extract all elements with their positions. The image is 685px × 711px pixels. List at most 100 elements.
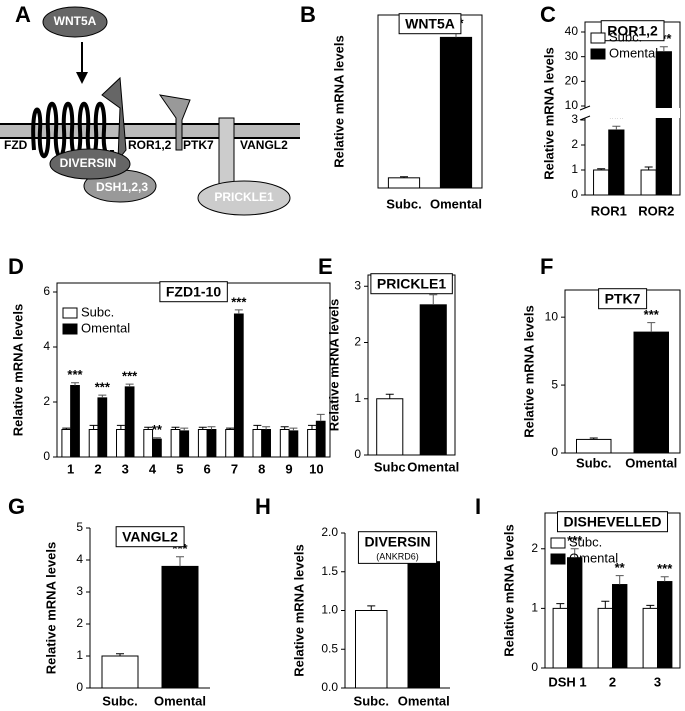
error-bar <box>589 437 598 440</box>
bar <box>593 169 610 196</box>
axis-break <box>579 108 680 118</box>
x-tick-label: Omental <box>398 693 450 708</box>
legend-label: Subc. <box>609 29 642 44</box>
x-tick-label: 7 <box>231 461 238 476</box>
error-bar <box>316 413 325 422</box>
x-tick-label: 6 <box>204 461 211 476</box>
error-bar <box>385 393 394 399</box>
bar <box>576 438 612 454</box>
y-axis-label: Relative mRNA levels <box>521 305 536 437</box>
error-bar <box>367 605 376 611</box>
error-bar <box>601 600 610 609</box>
bar <box>97 397 108 458</box>
panel-letter: D <box>8 254 24 279</box>
vangl2-protein <box>218 117 235 191</box>
diagram-label: PTK7 <box>183 138 214 152</box>
bar <box>657 581 673 669</box>
y-tick-label: 4 <box>43 339 50 353</box>
bar <box>197 429 208 458</box>
legend-label: Subc. <box>81 304 114 319</box>
y-tick-label: 10 <box>565 98 579 112</box>
wnt5a-node <box>42 6 108 38</box>
y-tick-label: 1.0 <box>321 603 338 617</box>
diagram-label: FZD <box>4 138 28 152</box>
bar <box>170 429 181 458</box>
x-tick-label: 8 <box>258 461 265 476</box>
panel-letter: G <box>8 494 25 519</box>
x-tick-label: Subc <box>374 459 406 474</box>
significance: *** <box>231 294 247 309</box>
y-tick-label: 2.0 <box>321 525 338 539</box>
panel-letter: F <box>540 254 553 279</box>
y-tick-label: 10 <box>545 309 559 323</box>
y-tick-label: 3 <box>571 112 578 126</box>
x-tick-label: 9 <box>285 461 292 476</box>
bar <box>597 607 613 669</box>
y-tick-label: 2 <box>43 394 50 408</box>
error-bar <box>570 548 579 558</box>
bar <box>307 429 317 458</box>
y-tick-label: 0 <box>354 447 361 461</box>
title-box <box>159 281 228 303</box>
error-bar <box>198 426 207 430</box>
bar <box>640 169 657 196</box>
x-tick-label: 4 <box>149 461 157 476</box>
error-bar <box>152 437 161 440</box>
significance: *** <box>567 533 583 548</box>
significance: *** <box>122 369 138 384</box>
y-tick-label: 0 <box>571 187 578 201</box>
y-axis-label: Relative mRNA levels <box>331 35 346 167</box>
axis-break-edge <box>579 105 591 111</box>
error-bar <box>125 383 134 387</box>
bar <box>124 386 135 458</box>
error-bar <box>597 168 606 170</box>
error-bar <box>98 394 107 398</box>
y-tick-label: 1 <box>354 391 361 405</box>
bar <box>61 429 72 458</box>
title-box <box>115 526 185 548</box>
bar <box>225 429 235 458</box>
bar <box>552 607 568 669</box>
bar <box>70 385 80 458</box>
y-axis-label: Relative mRNA levels <box>43 542 58 674</box>
y-tick-label: 2 <box>76 616 83 630</box>
y-tick-label: 1 <box>76 648 83 662</box>
bar <box>376 398 404 456</box>
bar <box>407 561 440 689</box>
diagram-label: PRICKLE1 <box>214 190 274 204</box>
x-tick-label: Omental <box>625 455 677 470</box>
error-bar <box>429 294 438 305</box>
bar <box>279 429 290 458</box>
arrow-head <box>76 72 88 84</box>
error-bar <box>226 427 235 430</box>
error-bar <box>62 427 71 430</box>
error-bar <box>289 427 298 431</box>
error-bar <box>253 424 262 430</box>
membrane <box>0 124 300 138</box>
title-box <box>357 531 438 564</box>
y-axis-label: Relative mRNA levels <box>326 299 341 431</box>
error-bar <box>116 653 124 656</box>
x-tick-label: Subc. <box>354 693 389 708</box>
y-axis-label: Relative mRNA levels <box>291 544 306 676</box>
legend-swatch <box>550 537 566 549</box>
x-tick-label: Subc. <box>576 455 611 470</box>
bar <box>642 607 658 669</box>
panel-letter: B <box>300 2 316 27</box>
x-tick-label: 3 <box>654 674 661 689</box>
bar <box>608 129 625 196</box>
bar <box>152 438 162 458</box>
title-box <box>598 288 648 310</box>
legend-swatch <box>590 32 606 44</box>
error-bar <box>116 424 125 430</box>
error-bar <box>280 426 289 430</box>
error-bar <box>180 427 189 431</box>
bar <box>355 610 388 689</box>
legend-swatch <box>590 48 606 60</box>
bar <box>633 331 669 454</box>
bar <box>419 304 447 456</box>
title-box <box>370 273 453 295</box>
error-bar <box>171 426 180 430</box>
error-bar <box>556 603 565 609</box>
y-tick-label: 0 <box>531 660 538 674</box>
